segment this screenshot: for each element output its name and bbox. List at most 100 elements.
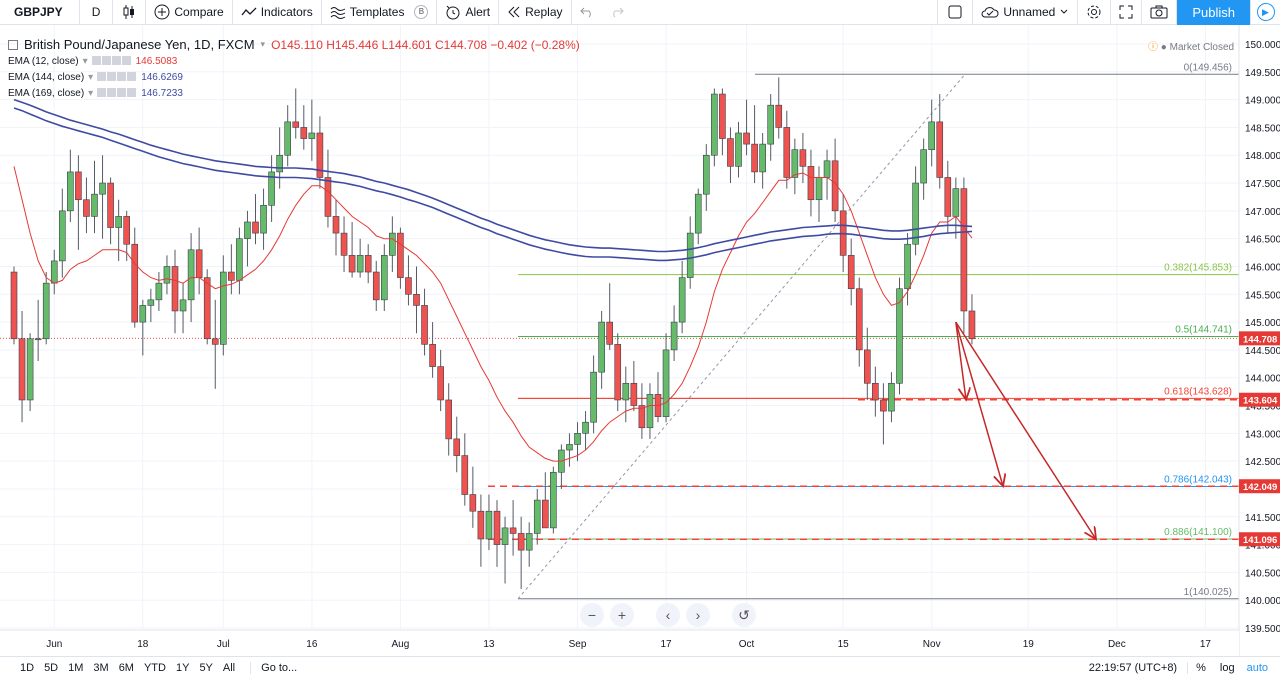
drawing-annotations[interactable] [955, 321, 1096, 539]
interval-button[interactable]: D [80, 0, 114, 25]
zoom-out-button[interactable]: − [580, 603, 604, 627]
candle-body [155, 282, 163, 301]
symbol-label: GBPJPY [14, 5, 63, 19]
time-tick-label: Jun [46, 639, 62, 650]
collapse-legend-icon[interactable] [8, 39, 18, 50]
candle-body [83, 199, 90, 217]
price-chart[interactable]: 0(149.456) 0.382(145.853) 0.5(144.741) 0.61… [0, 25, 1280, 656]
candle-body [791, 149, 799, 178]
candle-body [252, 221, 259, 234]
snapshot-button[interactable] [1142, 0, 1178, 25]
candle-body [759, 143, 766, 173]
fib-level-label: 0(149.456) [1184, 62, 1232, 73]
candle-body [855, 288, 863, 351]
undo-icon [579, 7, 591, 18]
candle-body [364, 255, 372, 273]
timeframe-button[interactable]: 5D [44, 662, 59, 674]
price-tick-label: 148.000 [1245, 151, 1280, 162]
chevron-down-icon[interactable]: ▾ [260, 39, 266, 49]
price-axis[interactable]: 150.000 149.500 149.000 148.500 148.000 147.5… [1238, 25, 1280, 656]
candle-body [646, 394, 654, 429]
candle-body [960, 188, 968, 312]
candle-body [372, 271, 380, 301]
redo-button[interactable] [602, 0, 632, 25]
price-tick-label: 140.500 [1245, 568, 1280, 579]
scroll-right-button[interactable]: › [686, 603, 710, 627]
candle-body [702, 154, 710, 195]
price-tick-label: 141.500 [1245, 513, 1280, 524]
symbol-title[interactable]: British Pound/Japanese Yen, 1D, FXCM [24, 37, 255, 52]
candle-body [397, 232, 404, 278]
time-axis[interactable]: Jun18Jul16Aug13Sep17Oct15Nov19Dec172019 [0, 629, 1280, 656]
candle-body [203, 277, 211, 340]
replay-button[interactable]: Replay [499, 0, 572, 25]
ema-legend-row[interactable]: EMA (12, close) ▾ 146.5083 [8, 55, 580, 68]
candle-body [799, 149, 807, 167]
layout-name-label: Unnamed [1003, 5, 1056, 19]
auto-toggle[interactable]: auto [1246, 662, 1268, 674]
play-button[interactable]: ▶ [1250, 0, 1280, 25]
reset-chart-button[interactable]: ↺ [732, 603, 756, 627]
fibonacci-retracement[interactable]: 0(149.456) 0.382(145.853) 0.5(144.741) 0.61… [0, 62, 1239, 600]
goto-button[interactable]: Go to... [250, 662, 297, 674]
candle-body [139, 305, 147, 323]
publish-button[interactable]: Publish [1177, 0, 1250, 25]
price-tick-label: 143.000 [1245, 429, 1280, 440]
undo-button[interactable] [572, 0, 602, 25]
time-tick-label: Oct [739, 639, 755, 650]
candle-body [606, 321, 614, 345]
alert-clock-icon [446, 5, 460, 20]
indicators-button[interactable]: Indicators [233, 0, 322, 25]
ema-controls[interactable] [97, 87, 137, 100]
candle-body [493, 510, 501, 545]
timeframe-button[interactable]: 1Y [175, 662, 190, 674]
gear-icon [1087, 5, 1101, 19]
timeframe-button[interactable]: YTD [143, 662, 166, 674]
timeframe-button[interactable]: 1D [20, 662, 35, 674]
timeframe-button[interactable]: All [222, 662, 236, 674]
ema-controls[interactable] [91, 55, 132, 68]
ema-controls[interactable] [97, 71, 137, 84]
log-toggle[interactable]: log [1219, 662, 1235, 674]
timeframe-button[interactable]: 6M [118, 662, 134, 674]
candle-body [171, 266, 179, 312]
candle-body [10, 271, 18, 340]
candle-body [284, 121, 292, 156]
fullscreen-toggle-button[interactable] [937, 0, 974, 25]
spacer [640, 603, 650, 627]
clock-label[interactable]: 22:19:57 (UTC+8) [1088, 662, 1178, 674]
alert-button[interactable]: Alert [437, 0, 500, 25]
candle-body [292, 121, 300, 128]
symbol-search-button[interactable]: GBPJPY [0, 0, 80, 25]
candle-body [541, 499, 549, 529]
timeframe-button[interactable]: 3M [93, 662, 109, 674]
timeframe-button[interactable]: 1M [68, 662, 84, 674]
ema-legend-value: 146.7233 [141, 88, 183, 99]
fib-level-label: 0.618(143.628) [1164, 386, 1232, 397]
spacer [716, 603, 726, 627]
alert-label: Alert [465, 5, 491, 19]
ema-legend-row[interactable]: EMA (144, close) ▾ 146.6269 [8, 71, 580, 84]
ema-line [13, 166, 973, 462]
candle-body [686, 232, 694, 278]
percent-toggle[interactable]: % [1187, 662, 1214, 674]
ema-legend-row[interactable]: EMA (169, close) ▾ 146.7233 [8, 87, 580, 100]
timeframe-buttons: 1D 5D 1M 3M 6M YTD 1Y 5Y All [0, 662, 240, 674]
ema-line [13, 107, 973, 262]
templates-button[interactable]: Templates B [322, 0, 438, 25]
candle-body [920, 149, 927, 184]
timeframe-button[interactable]: 5Y [199, 662, 213, 674]
candle-body [670, 321, 678, 351]
layout-save-button[interactable]: Unnamed [973, 0, 1079, 25]
compare-button[interactable]: Compare [146, 0, 233, 25]
scroll-left-button[interactable]: ‹ [656, 603, 680, 627]
candle-body [437, 366, 444, 401]
fullscreen-button[interactable] [1111, 0, 1143, 25]
settings-button[interactable] [1078, 0, 1112, 25]
chart-type-button[interactable] [113, 0, 147, 25]
zoom-in-button[interactable]: + [610, 603, 634, 627]
price-tick-label: 149.000 [1245, 96, 1280, 107]
time-tick-label: Sep [569, 639, 587, 650]
ema-legend-label: EMA (144, close) [8, 72, 85, 83]
candle-body [50, 260, 58, 284]
